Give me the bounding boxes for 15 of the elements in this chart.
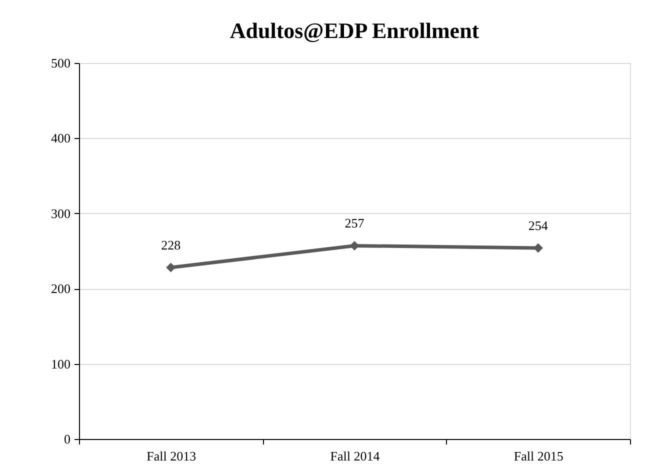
data-label: 257	[344, 216, 365, 231]
data-label: 228	[161, 238, 181, 253]
point	[166, 262, 176, 272]
y-tick-label: 100	[51, 356, 70, 372]
y-tick-label: 300	[51, 206, 70, 221]
point	[350, 240, 360, 250]
x-tick-label: Fall 2013	[146, 448, 196, 464]
x-tick-label: Fall 2014	[330, 448, 380, 464]
data-label: 254	[528, 218, 548, 233]
y-tick-label: 400	[51, 130, 70, 146]
y-tick-label: 500	[51, 56, 70, 70]
y-tick-label: 0	[64, 432, 70, 446]
y-tick-label: 200	[51, 281, 70, 296]
x-tick-label: Fall 2015	[514, 448, 564, 464]
chart-title: Adultos@EDP Enrollment	[230, 18, 480, 43]
